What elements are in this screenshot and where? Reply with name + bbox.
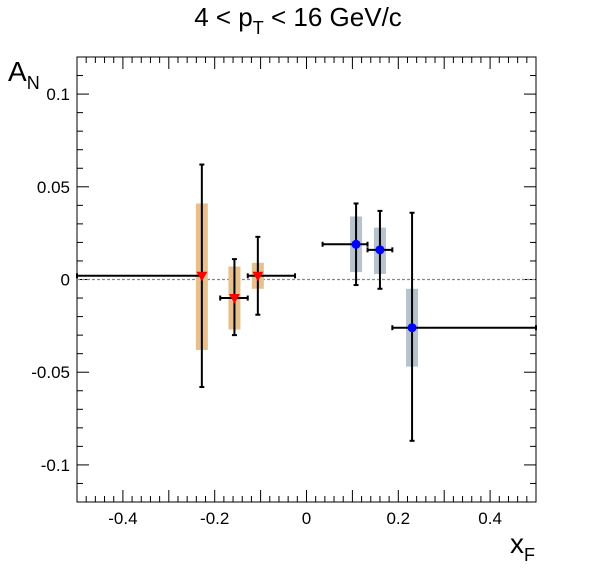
x-tick-label: 0.2: [386, 509, 410, 528]
y-axis-label-main: A: [8, 56, 27, 87]
x-tick-label: -0.4: [108, 509, 137, 528]
chart-title: 4 < pT < 16 GeV/c: [0, 2, 596, 39]
data-point-circle: [375, 245, 385, 255]
y-tick-label: -0.1: [41, 456, 70, 475]
x-axis-label-subscript: F: [524, 545, 535, 565]
y-tick-label: 0.05: [37, 178, 70, 197]
data-point-triangle: [196, 271, 208, 282]
data-point-circle: [351, 239, 361, 249]
x-axis-label: xF: [510, 528, 535, 566]
y-tick-label: -0.05: [31, 363, 70, 382]
y-axis-label: AN: [8, 56, 40, 94]
title-text-end: < 16 GeV/c: [263, 2, 402, 32]
x-tick-label: 0: [302, 509, 311, 528]
data-point-triangle: [252, 271, 264, 282]
x-tick-label: 0.4: [478, 509, 502, 528]
data-point-triangle: [228, 294, 240, 304]
title-text: 4 < p: [194, 2, 253, 32]
x-axis-label-main: x: [510, 528, 524, 559]
data-point-circle: [407, 323, 417, 333]
x-tick-label: -0.2: [200, 509, 229, 528]
y-tick-label: 0.1: [46, 85, 70, 104]
y-axis-label-subscript: N: [26, 73, 40, 93]
title-subscript: T: [252, 18, 264, 38]
y-tick-label: 0: [61, 271, 70, 290]
